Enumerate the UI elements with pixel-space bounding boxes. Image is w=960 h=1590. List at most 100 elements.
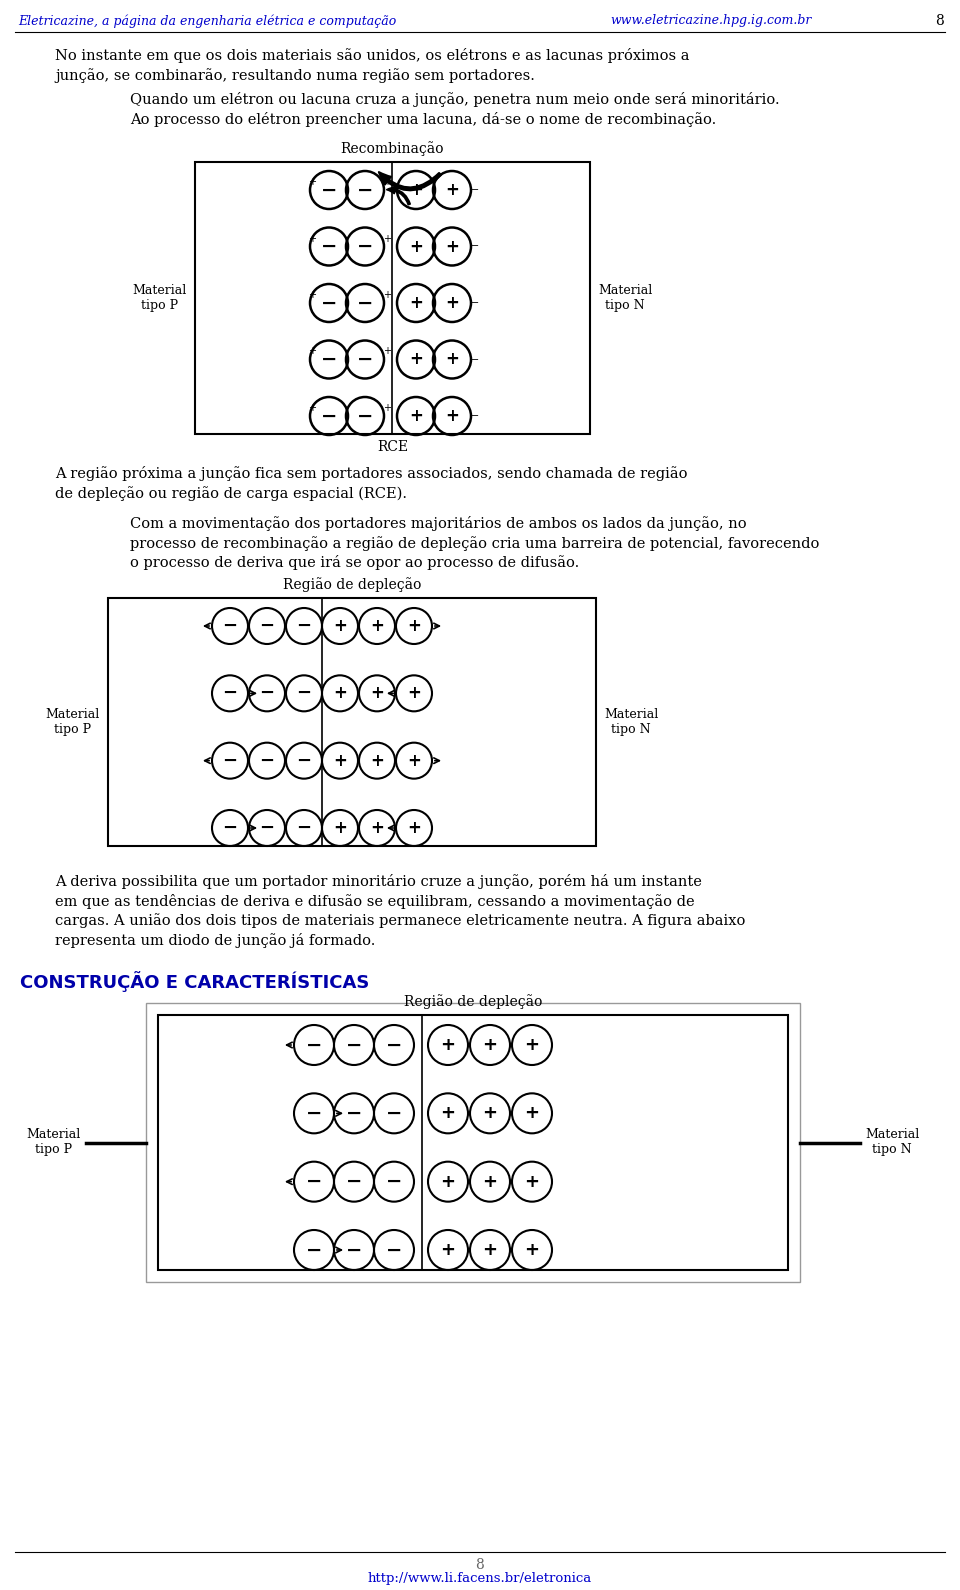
Text: +: + [383, 176, 391, 188]
Text: Material
tipo N: Material tipo N [598, 285, 652, 312]
Text: −: − [306, 1240, 323, 1259]
Text: +: + [483, 1242, 497, 1259]
Bar [158, 1014, 788, 1270]
Text: Material
tipo P: Material tipo P [27, 1129, 81, 1156]
Text: Material
tipo P: Material tipo P [132, 285, 187, 312]
Text: −: − [223, 819, 237, 836]
Text: −: − [306, 1035, 323, 1054]
Text: +: + [445, 181, 459, 199]
Text: −: − [306, 1172, 323, 1191]
Text: −: − [321, 294, 337, 313]
Text: +: + [445, 294, 459, 312]
Text: −: − [471, 242, 479, 251]
Text: +: + [370, 617, 384, 634]
Text: +: + [441, 1037, 455, 1054]
Text: −: − [321, 237, 337, 256]
Text: Região de depleção: Região de depleção [283, 577, 421, 591]
Text: +: + [308, 289, 316, 301]
Text: 8: 8 [935, 14, 944, 29]
Text: −: − [386, 1103, 402, 1123]
Text: +: + [407, 617, 420, 634]
Text: Eletricazine, a página da engenharia elétrica e computação: Eletricazine, a página da engenharia elé… [18, 14, 396, 27]
Text: −: − [386, 1172, 402, 1191]
Text: A deriva possibilita que um portador minoritário cruze a junção, porém há um ins: A deriva possibilita que um portador min… [55, 875, 745, 948]
Text: −: − [321, 181, 337, 199]
Text: +: + [524, 1105, 540, 1123]
Text: −: − [346, 1240, 362, 1259]
Text: −: − [471, 297, 479, 308]
Text: +: + [409, 237, 423, 256]
Text: Região de depleção: Região de depleção [404, 994, 542, 1010]
Text: Material
tipo N: Material tipo N [604, 708, 659, 736]
Text: +: + [483, 1173, 497, 1191]
Text: +: + [483, 1037, 497, 1054]
Text: −: − [386, 1035, 402, 1054]
Text: RCE: RCE [377, 440, 408, 455]
Text: +: + [445, 350, 459, 369]
Text: −: − [306, 1103, 323, 1123]
Text: +: + [333, 684, 347, 703]
Text: +: + [445, 237, 459, 256]
Bar [146, 1003, 800, 1282]
Text: −: − [471, 410, 479, 421]
Text: −: − [259, 819, 275, 836]
Text: www.eletricazine.hpg.ig.com.br: www.eletricazine.hpg.ig.com.br [610, 14, 811, 27]
Text: −: − [297, 617, 312, 634]
Text: −: − [357, 237, 373, 256]
Text: +: + [407, 752, 420, 770]
Text: +: + [441, 1242, 455, 1259]
Text: −: − [471, 184, 479, 196]
Text: −: − [259, 752, 275, 770]
Text: −: − [357, 407, 373, 426]
Text: +: + [524, 1037, 540, 1054]
Bar [108, 598, 596, 846]
Text: CONSTRUÇÃO E CARACTERÍSTICAS: CONSTRUÇÃO E CARACTERÍSTICAS [20, 971, 370, 992]
Text: +: + [333, 617, 347, 634]
Text: +: + [333, 752, 347, 770]
Text: −: − [346, 1103, 362, 1123]
Text: −: − [346, 1035, 362, 1054]
Text: +: + [441, 1105, 455, 1123]
Text: +: + [407, 684, 420, 703]
Text: −: − [357, 181, 373, 199]
Text: +: + [409, 407, 423, 425]
Text: +: + [524, 1173, 540, 1191]
Text: +: + [409, 350, 423, 369]
Text: −: − [471, 355, 479, 364]
Text: +: + [383, 234, 391, 243]
Text: http://www.li.facens.br/eletronica: http://www.li.facens.br/eletronica [368, 1573, 592, 1585]
Text: +: + [483, 1105, 497, 1123]
Text: +: + [409, 181, 423, 199]
Text: −: − [259, 684, 275, 703]
Text: +: + [383, 347, 391, 356]
Text: +: + [370, 752, 384, 770]
Text: +: + [383, 289, 391, 301]
Text: Material
tipo N: Material tipo N [865, 1129, 920, 1156]
Text: +: + [308, 347, 316, 356]
Text: +: + [308, 402, 316, 413]
Text: +: + [409, 294, 423, 312]
Text: −: − [321, 350, 337, 369]
Text: +: + [524, 1242, 540, 1259]
Text: +: + [383, 402, 391, 413]
Text: +: + [370, 819, 384, 836]
Text: +: + [333, 819, 347, 836]
Text: +: + [308, 234, 316, 243]
Text: No instante em que os dois materiais são unidos, os elétrons e as lacunas próxim: No instante em que os dois materiais são… [55, 48, 689, 83]
Text: +: + [308, 176, 316, 188]
Text: Quando um elétron ou lacuna cruza a junção, penetra num meio onde será minoritár: Quando um elétron ou lacuna cruza a junç… [130, 92, 780, 127]
Text: 8: 8 [475, 1558, 485, 1573]
Text: +: + [445, 407, 459, 425]
Text: −: − [259, 617, 275, 634]
Text: −: − [321, 407, 337, 426]
Text: −: − [297, 684, 312, 703]
Text: Recombinação: Recombinação [341, 142, 444, 156]
Text: −: − [223, 752, 237, 770]
Text: +: + [441, 1173, 455, 1191]
Text: +: + [370, 684, 384, 703]
Text: −: − [297, 752, 312, 770]
FancyArrowPatch shape [379, 172, 441, 191]
Text: −: − [223, 617, 237, 634]
Text: −: − [346, 1172, 362, 1191]
Text: −: − [223, 684, 237, 703]
